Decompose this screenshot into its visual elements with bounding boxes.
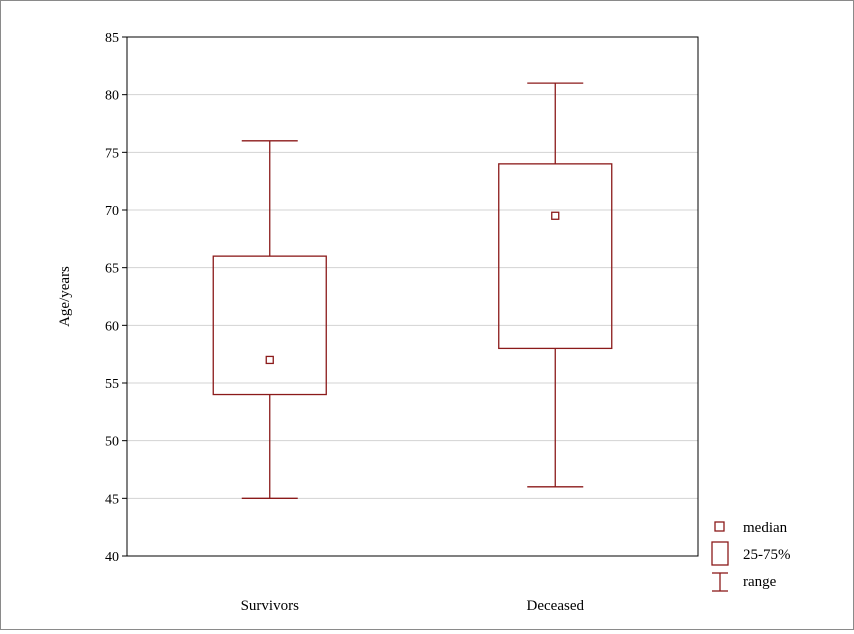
y-tick-label: 50 xyxy=(105,435,119,450)
y-tick-label: 40 xyxy=(105,550,119,565)
box-survivors: Survivors xyxy=(212,140,327,614)
legend-median-icon xyxy=(714,521,725,532)
y-tick-label: 65 xyxy=(105,262,119,277)
y-tick-label: 80 xyxy=(105,89,119,104)
y-tick-label: 70 xyxy=(105,204,119,219)
x-category-label: Deceased xyxy=(527,598,585,614)
grid-lines xyxy=(127,94,698,499)
plot-area-border xyxy=(126,36,699,557)
median-marker xyxy=(551,211,560,220)
legend-label: median xyxy=(743,520,788,536)
y-axis-title: Age/years xyxy=(57,266,73,327)
legend: median 25-75% range xyxy=(711,520,791,592)
y-tick-label: 55 xyxy=(105,377,119,392)
y-tick-label: 60 xyxy=(105,319,119,334)
y-tick-label: 85 xyxy=(105,31,119,46)
median-marker xyxy=(265,355,274,365)
box-deceased: Deceased xyxy=(498,82,613,614)
y-axis-ticks: 40 45 50 55 60 65 70 75 80 85 xyxy=(105,31,127,565)
legend-label: range xyxy=(743,574,777,590)
y-tick-label: 45 xyxy=(105,492,119,507)
x-category-label: Survivors xyxy=(241,598,300,614)
legend-label: 25-75% xyxy=(743,547,791,563)
legend-box-icon xyxy=(711,541,729,566)
iqr-box xyxy=(212,255,327,396)
box-series: Survivors Deceased xyxy=(212,82,613,614)
iqr-box xyxy=(498,163,613,350)
y-tick-label: 75 xyxy=(105,146,119,161)
